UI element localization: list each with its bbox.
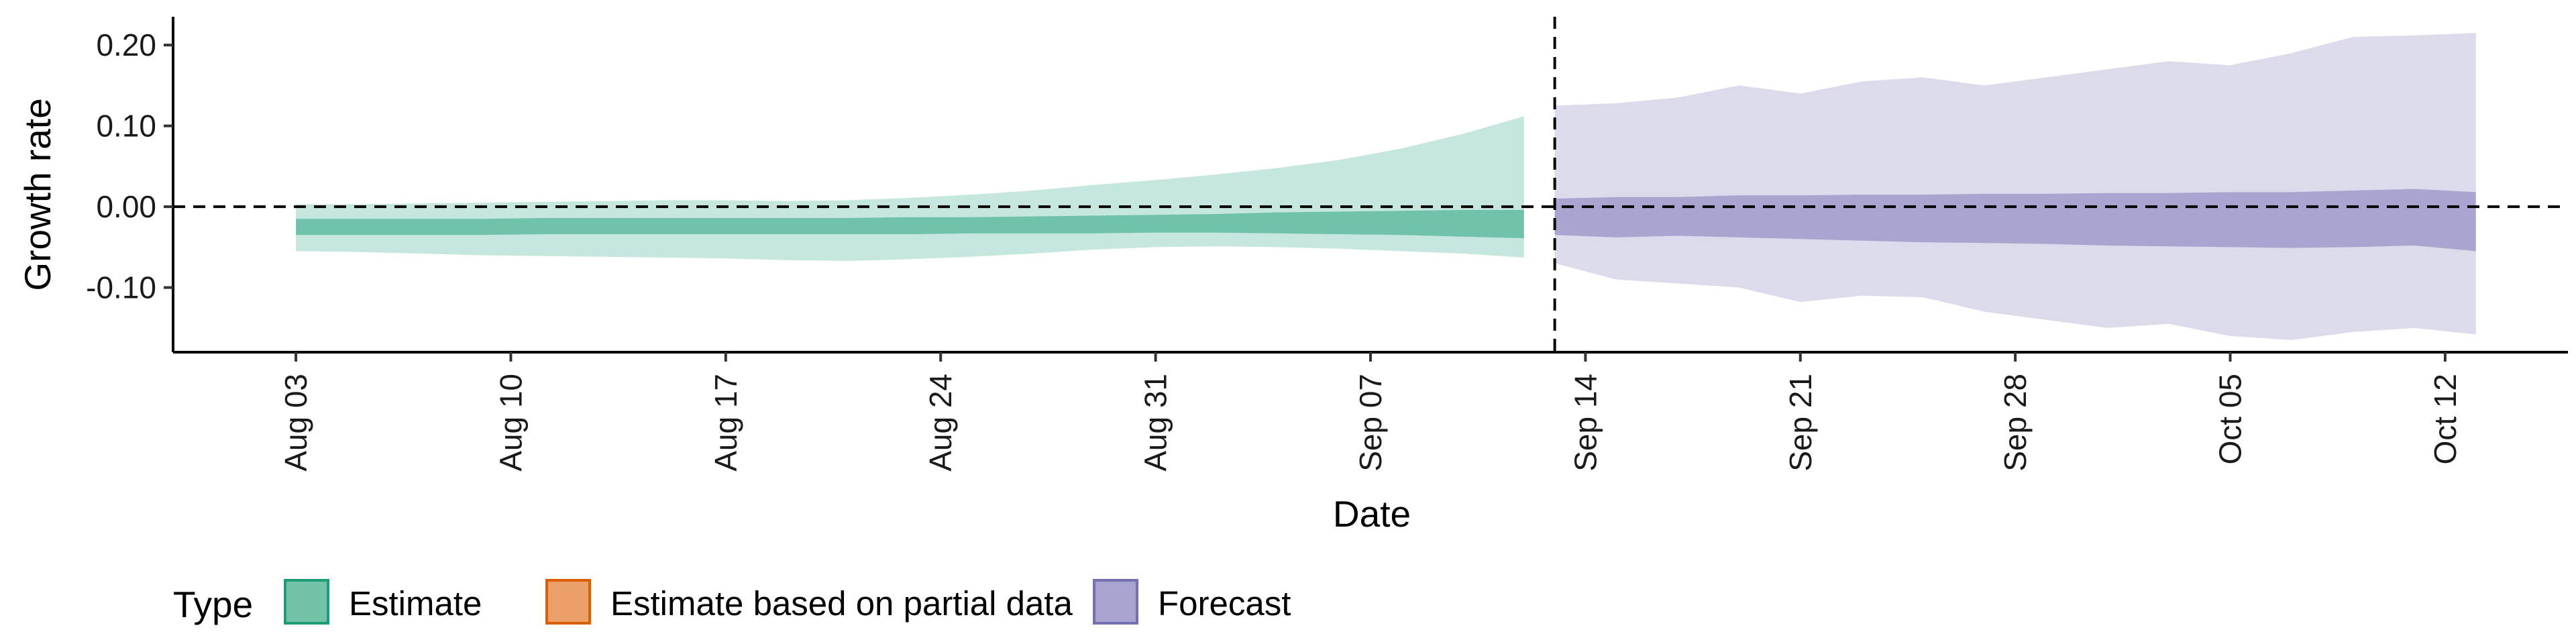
forecast-50-interval-band — [1554, 189, 2476, 252]
x-tick-label: Oct 12 — [2428, 374, 2463, 465]
x-tick-label: Aug 24 — [923, 374, 958, 472]
bands-layer — [296, 33, 2476, 340]
x-tick-label: Sep 07 — [1353, 374, 1388, 472]
y-tick-label: -0.10 — [86, 270, 156, 305]
legend-label-forecast: Forecast — [1158, 584, 1291, 623]
x-tick-label: Aug 10 — [493, 374, 528, 472]
y-tick-label: 0.20 — [96, 28, 156, 62]
legend-title: Type — [173, 584, 253, 625]
legend-swatch-estimate-based-on-partial-data — [545, 579, 591, 625]
y-axis-title: Growth rate — [17, 98, 58, 290]
x-tick-label: Aug 03 — [278, 374, 313, 472]
axes-layer: 0.20 0.10 0.00 -0.10 Aug 03 Aug 10 Aug 17 Aug 2… — [86, 17, 2568, 472]
x-tick-label: Sep 28 — [1998, 374, 2033, 472]
x-tick-label: Sep 21 — [1783, 374, 1818, 472]
legend-label-estimate: Estimate — [349, 584, 482, 623]
y-tick-label: 0.10 — [96, 109, 156, 144]
x-tick-label: Oct 05 — [2213, 374, 2248, 465]
legend-swatch-forecast — [1093, 579, 1138, 625]
reference-lines-layer — [173, 17, 2568, 352]
legend-swatch-estimate — [284, 579, 329, 625]
estimate-90-interval-band — [296, 116, 1524, 261]
legend: Type Estimate Estimate based on partial d… — [173, 579, 1291, 625]
x-tick-label: Aug 17 — [708, 374, 743, 472]
x-tick-label: Aug 31 — [1138, 374, 1173, 472]
y-tick-label: 0.00 — [96, 189, 156, 224]
legend-label-estimate-based-on-partial-data: Estimate based on partial data — [610, 584, 1073, 623]
forecast-90-interval-band — [1554, 33, 2476, 340]
estimate-50-interval-band — [296, 210, 1524, 239]
x-axis-title: Date — [1333, 493, 1411, 535]
x-tick-label: Sep 14 — [1568, 374, 1603, 472]
